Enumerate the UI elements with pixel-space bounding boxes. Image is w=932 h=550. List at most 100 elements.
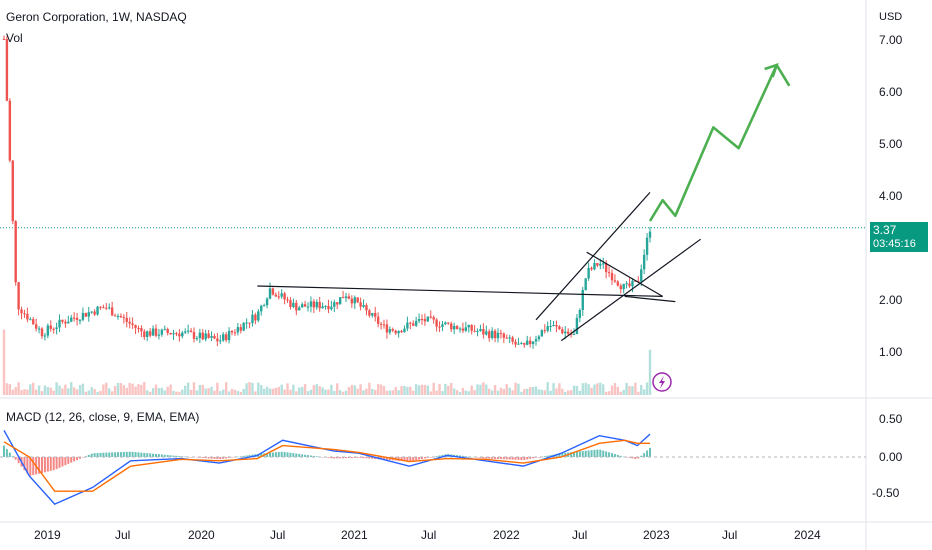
volume-bar — [265, 386, 269, 395]
macd-hist-bar — [222, 457, 225, 459]
volume-bar — [186, 382, 190, 395]
macd-hist-bar — [96, 453, 99, 457]
macd-hist-bar — [649, 447, 651, 457]
volume-bar — [213, 390, 216, 395]
trendline-drawings[interactable] — [257, 62, 791, 342]
macd-hist-bar — [643, 453, 646, 457]
candle-body — [423, 319, 427, 322]
candle-body — [488, 331, 491, 339]
macd-hist-bar — [99, 452, 102, 457]
candle-body — [350, 298, 354, 304]
time-tick: Jul — [572, 528, 587, 542]
volume-bar — [333, 391, 336, 395]
volume-bar — [81, 383, 85, 395]
volume-bar — [157, 388, 161, 395]
macd-hist-bar — [385, 457, 388, 460]
candle-body — [78, 319, 82, 321]
macd-hist-bar — [575, 451, 578, 457]
macd-hist-bar — [418, 457, 421, 460]
time-axis[interactable]: 2019 Jul 2020 Jul 2021 Jul 2022 Jul 2023… — [34, 528, 821, 542]
macd-hist-bar — [608, 452, 611, 457]
macd-hist-bar — [646, 450, 649, 457]
candle-body — [55, 327, 58, 330]
volume-bar — [222, 389, 225, 395]
candle-body — [464, 327, 468, 331]
macd-hist-bar — [315, 456, 318, 457]
volume-bar — [14, 387, 17, 395]
volume-bar — [540, 389, 544, 395]
macd-hist-bar — [549, 455, 552, 457]
volume-bar — [420, 384, 424, 395]
macd-hist-bar — [49, 457, 52, 471]
candle-body — [517, 343, 520, 345]
candle-body — [546, 326, 549, 331]
volume-bar — [99, 390, 102, 395]
candle-body — [122, 317, 126, 319]
candle-body — [134, 325, 137, 329]
volume-bar — [464, 390, 468, 395]
volume-bar — [70, 382, 73, 395]
candle-body — [105, 307, 108, 309]
price-tick: 4.00 — [879, 189, 903, 203]
candle-body — [20, 309, 23, 314]
volume-bar — [338, 390, 342, 395]
macd-hist-bar — [578, 451, 581, 457]
volume-bar — [262, 388, 266, 395]
volume-bar — [169, 384, 172, 395]
volume-bar — [417, 385, 421, 395]
macd-title[interactable]: MACD (12, 26, close, 9, EMA, EMA) — [6, 410, 200, 424]
candle-body — [207, 333, 210, 338]
macd-hist-bar — [190, 457, 193, 458]
volume-bar — [353, 385, 356, 395]
candle-body — [566, 331, 570, 334]
candle-body — [166, 329, 169, 333]
macd-hist-bar — [307, 455, 309, 457]
macd-hist-bar — [17, 457, 20, 464]
macd-hist-bar — [383, 457, 385, 460]
candle-body — [414, 320, 418, 326]
symbol-title[interactable]: Geron Corporation, 1W, NASDAQ — [6, 10, 187, 24]
candle-body — [128, 321, 131, 324]
volume-bar — [280, 384, 283, 395]
volume-label[interactable]: Vol — [6, 31, 23, 45]
macd-hist-bar — [277, 452, 280, 457]
candle-body — [40, 328, 44, 337]
macd-hist-bar — [333, 457, 336, 459]
lightning-bolt-icon[interactable] — [652, 372, 672, 392]
candle-body — [49, 325, 52, 329]
macd-hist-bar — [593, 449, 596, 457]
candle-body — [330, 306, 333, 310]
candle-body — [569, 333, 573, 335]
volume-bar — [537, 389, 541, 395]
volume-bar — [58, 385, 61, 395]
macd-hist-bar — [269, 452, 271, 457]
candle-body — [441, 324, 444, 327]
macd-hist-bar — [570, 452, 573, 457]
volume-bar — [569, 390, 573, 395]
price-axis[interactable]: USD 7.00 6.00 5.00 4.00 3.00 2.00 1.00 — [879, 11, 903, 359]
volume-bar — [248, 382, 251, 395]
macd-hist-bar — [157, 454, 160, 457]
candle-body — [113, 315, 117, 317]
volume-bar — [558, 383, 561, 395]
candle-body — [648, 231, 652, 238]
macd-hist-bar — [356, 457, 359, 458]
macd-axis[interactable]: 0.50 0.00 -0.50 — [872, 412, 903, 500]
candle-body — [286, 299, 289, 301]
triangle-lower-line — [624, 295, 676, 303]
candle-body — [490, 330, 494, 339]
volume-bar — [23, 389, 26, 395]
volume-bar — [17, 382, 20, 395]
volume-bar — [590, 387, 593, 395]
volume-bar — [341, 391, 345, 395]
candle-body — [549, 326, 552, 328]
macd-hist-bar — [128, 451, 131, 457]
macd-hist-bar — [587, 450, 590, 457]
volume-bar — [119, 383, 123, 395]
volume-bar — [64, 384, 67, 395]
volume-bar — [198, 384, 202, 395]
candle-body — [493, 330, 497, 339]
price-candles[interactable] — [2, 35, 652, 349]
candle-body — [467, 324, 470, 328]
